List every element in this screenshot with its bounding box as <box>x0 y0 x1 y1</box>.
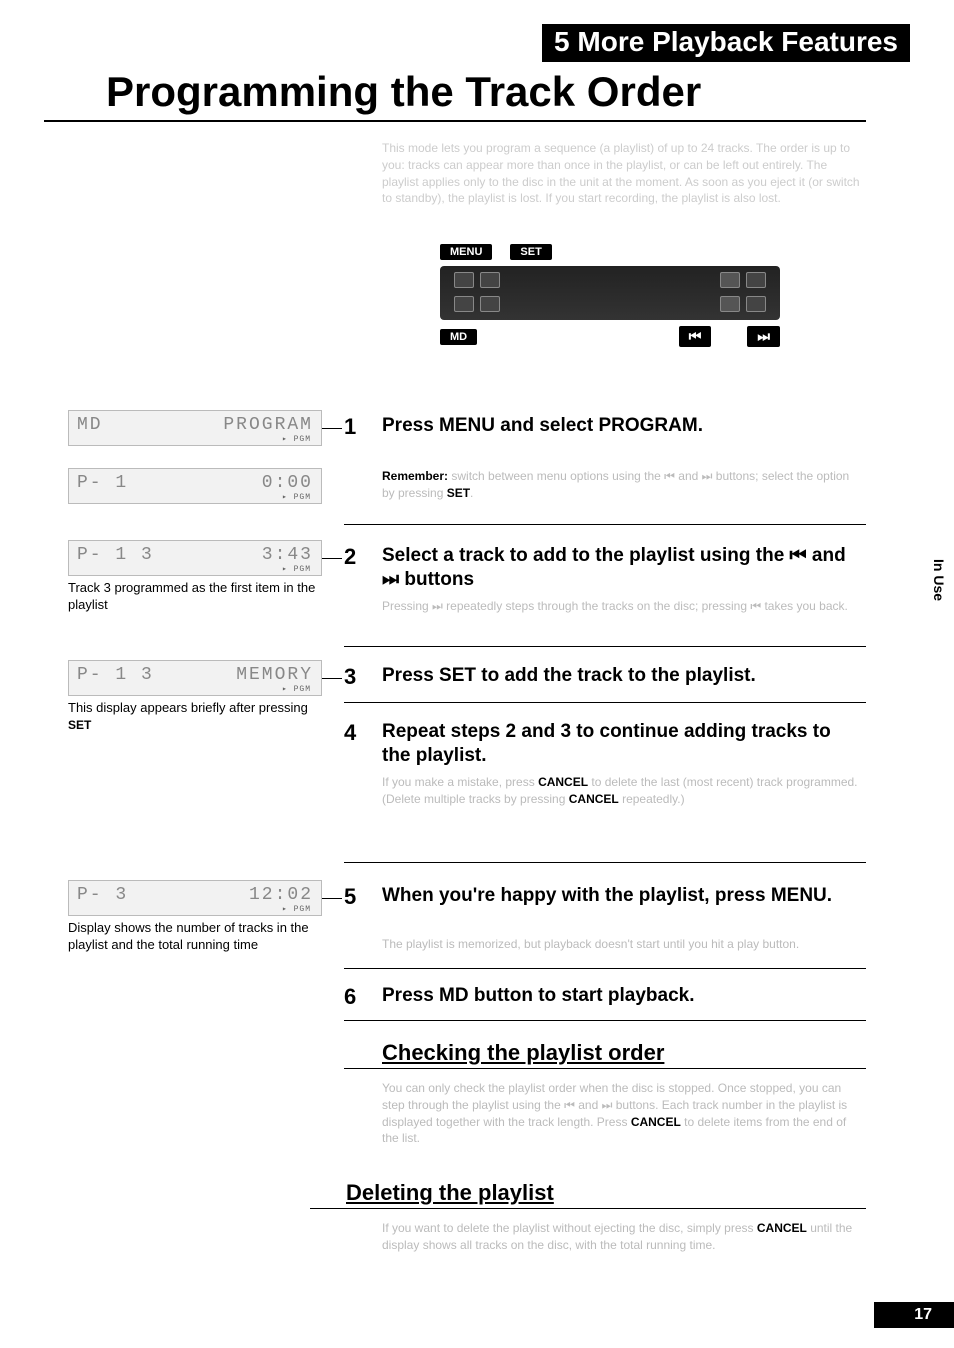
step2-head-c: buttons <box>399 569 474 590</box>
title-rule <box>44 120 866 122</box>
connector-2 <box>322 558 342 559</box>
prev-icon: ⏮ <box>679 326 712 347</box>
lcd1-left: MD <box>77 415 103 445</box>
step5-body: The playlist is memorized, but playback … <box>382 936 862 953</box>
remote-image <box>440 266 780 320</box>
checking-title: Checking the playlist order <box>382 1040 664 1066</box>
lcd-display-3: P- 1 3 3:43 ▸ PGM <box>68 540 322 576</box>
step1-num: 1 <box>344 414 356 440</box>
step4-body-d: CANCEL <box>569 792 619 806</box>
deleting-line <box>310 1208 866 1209</box>
intro-text: This mode lets you program a sequence (a… <box>382 140 862 207</box>
remote-next-button[interactable] <box>720 296 740 312</box>
step5-num: 5 <box>344 884 356 910</box>
step4-num: 4 <box>344 720 356 746</box>
step5-head: When you're happy with the playlist, pre… <box>382 884 862 908</box>
checking-line <box>344 1068 866 1069</box>
page-number: 17 <box>874 1302 954 1328</box>
divider-6 <box>344 1020 866 1021</box>
remote-cancel-button[interactable] <box>480 296 500 312</box>
divider-1 <box>344 524 866 525</box>
step6-head: Press MD button to start playback. <box>382 984 862 1008</box>
step1-body: Remember: switch between menu options us… <box>382 468 862 502</box>
divider-5 <box>344 968 866 969</box>
step1-head: Press MENU and select PROGRAM. <box>382 414 862 438</box>
menu-label: MENU <box>440 244 492 260</box>
lcd5-left: P- 3 <box>77 885 128 915</box>
connector-5 <box>322 898 342 899</box>
remote-menu-button[interactable] <box>454 272 474 288</box>
lcd4-left: P- 1 3 <box>77 665 154 695</box>
lcd-display-1: MD PROGRAM ▸ PGM <box>68 410 322 446</box>
step1-body-d: . <box>470 486 473 500</box>
remote-panel: MENU SET MD ⏮ ⏭ <box>440 244 820 353</box>
lcd5-caption: Display shows the number of tracks in th… <box>68 920 322 954</box>
step2-head-b: and <box>807 545 846 566</box>
lcd-display-4: P- 1 3 MEMORY ▸ PGM <box>68 660 322 696</box>
step3-num: 3 <box>344 664 356 690</box>
step2-num: 2 <box>344 544 356 570</box>
checking-body: You can only check the playlist order wh… <box>382 1080 862 1147</box>
remote-prev-button[interactable] <box>720 272 740 288</box>
step1-body-a: Remember: <box>382 469 448 483</box>
step6-num: 6 <box>344 984 356 1010</box>
lcd2-left: P- 1 <box>77 473 128 503</box>
deleting-title: Deleting the playlist <box>346 1180 554 1206</box>
checking-body-b: CANCEL <box>631 1115 681 1129</box>
step4-body-e: repeatedly.) <box>619 792 685 806</box>
step3-head: Press SET to add the track to the playli… <box>382 664 862 688</box>
step4-body: If you make a mistake, press CANCEL to d… <box>382 774 862 808</box>
step4-head: Repeat steps 2 and 3 to continue adding … <box>382 720 862 768</box>
lcd3-caption: Track 3 programmed as the first item in … <box>68 580 322 614</box>
page-title: Programming the Track Order <box>106 68 701 116</box>
remote-md-button[interactable] <box>454 296 474 312</box>
lcd-display-5: P- 3 12:02 ▸ PGM <box>68 880 322 916</box>
lcd4-caption: This display appears briefly after press… <box>68 700 322 734</box>
lcd4-caption-b: SET <box>68 718 91 732</box>
step4-body-b: CANCEL <box>538 775 588 789</box>
step2-prev-icon: ⏮ <box>790 545 807 566</box>
lcd4-caption-a: This display appears briefly after press… <box>68 700 308 715</box>
set-label: SET <box>510 244 551 260</box>
deleting-body: If you want to delete the playlist witho… <box>382 1220 862 1254</box>
chapter-bar: 5 More Playback Features <box>542 24 910 62</box>
step2-head-a: Select a track to add to the playlist us… <box>382 545 790 566</box>
remote-up-button[interactable] <box>746 272 766 288</box>
step2-next-icon: ⏭ <box>382 569 399 590</box>
lcd-display-2: P- 1 0:00 ▸ PGM <box>68 468 322 504</box>
connector-1 <box>322 428 342 429</box>
step2-head: Select a track to add to the playlist us… <box>382 544 862 592</box>
step1-body-c: SET <box>447 486 470 500</box>
step4-body-a: If you make a mistake, press <box>382 775 538 789</box>
divider-4 <box>344 862 866 863</box>
side-tab: In Use <box>924 540 954 620</box>
divider-2 <box>344 646 866 647</box>
lcd3-left: P- 1 3 <box>77 545 154 575</box>
deleting-body-a: If you want to delete the playlist witho… <box>382 1221 757 1235</box>
connector-3 <box>322 678 342 679</box>
step2-body: Pressing ⏭ repeatedly steps through the … <box>382 598 862 615</box>
deleting-body-b: CANCEL <box>757 1221 807 1235</box>
md-label: MD <box>440 329 477 345</box>
divider-3 <box>344 702 866 703</box>
next-icon: ⏭ <box>747 326 780 347</box>
remote-set-button[interactable] <box>480 272 500 288</box>
remote-down-button[interactable] <box>746 296 766 312</box>
